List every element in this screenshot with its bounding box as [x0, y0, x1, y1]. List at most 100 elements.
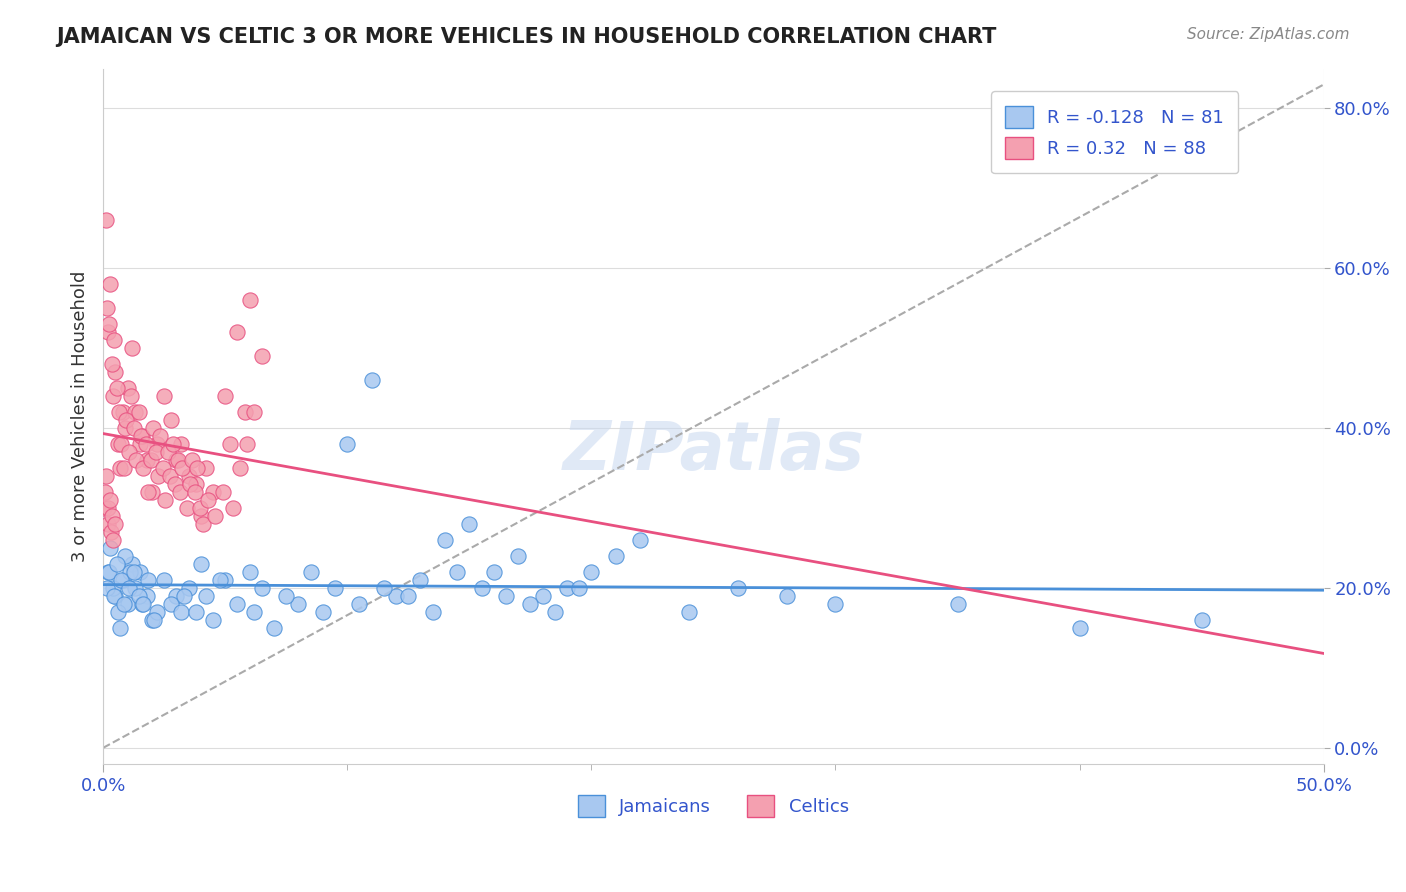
Point — [128, 437, 150, 451]
Point — [172, 461, 194, 475]
Point — [193, 517, 215, 532]
Point — [176, 501, 198, 516]
Point — [110, 573, 132, 587]
Point — [508, 549, 530, 563]
Point — [128, 405, 150, 419]
Point — [105, 557, 128, 571]
Point — [243, 605, 266, 619]
Point — [1191, 613, 1213, 627]
Point — [118, 565, 141, 579]
Point — [121, 341, 143, 355]
Point — [170, 605, 193, 619]
Point — [108, 405, 131, 419]
Point — [97, 325, 120, 339]
Point — [153, 389, 176, 403]
Point — [103, 533, 125, 547]
Point — [160, 597, 183, 611]
Point — [226, 597, 249, 611]
Point — [131, 429, 153, 443]
Point — [188, 501, 211, 516]
Point — [824, 597, 846, 611]
Point — [103, 589, 125, 603]
Point — [727, 581, 749, 595]
Text: ZIPatlas: ZIPatlas — [562, 418, 865, 484]
Point — [112, 597, 135, 611]
Point — [396, 589, 419, 603]
Point — [111, 405, 134, 419]
Point — [149, 429, 172, 443]
Point — [101, 509, 124, 524]
Point — [110, 621, 132, 635]
Point — [110, 461, 132, 475]
Point — [409, 573, 432, 587]
Point — [121, 557, 143, 571]
Point — [349, 597, 371, 611]
Point — [100, 277, 122, 292]
Point — [146, 437, 169, 451]
Point — [531, 589, 554, 603]
Point — [775, 589, 797, 603]
Point — [105, 381, 128, 395]
Point — [135, 437, 157, 451]
Point — [165, 477, 187, 491]
Point — [299, 565, 322, 579]
Text: Source: ZipAtlas.com: Source: ZipAtlas.com — [1187, 27, 1350, 42]
Point — [239, 293, 262, 308]
Point — [104, 365, 127, 379]
Point — [160, 413, 183, 427]
Point — [336, 437, 359, 451]
Point — [98, 493, 121, 508]
Point — [229, 461, 252, 475]
Point — [422, 605, 444, 619]
Point — [141, 485, 163, 500]
Point — [152, 461, 174, 475]
Point — [482, 565, 505, 579]
Point — [117, 381, 139, 395]
Point — [201, 613, 224, 627]
Point — [131, 597, 153, 611]
Point — [146, 469, 169, 483]
Point — [170, 437, 193, 451]
Point — [156, 445, 179, 459]
Point — [373, 581, 395, 595]
Point — [179, 477, 201, 491]
Point — [312, 605, 335, 619]
Point — [173, 589, 195, 603]
Point — [153, 573, 176, 587]
Point — [122, 421, 145, 435]
Point — [214, 389, 236, 403]
Point — [276, 589, 298, 603]
Point — [519, 597, 541, 611]
Point — [470, 581, 492, 595]
Point — [214, 573, 236, 587]
Point — [139, 453, 162, 467]
Point — [177, 581, 200, 595]
Point — [118, 445, 141, 459]
Point — [100, 524, 122, 539]
Point — [136, 573, 159, 587]
Point — [96, 581, 118, 595]
Point — [243, 405, 266, 419]
Point — [495, 589, 517, 603]
Point — [183, 485, 205, 500]
Point — [98, 318, 121, 332]
Point — [132, 597, 155, 611]
Point — [118, 581, 141, 595]
Point — [209, 573, 232, 587]
Point — [136, 589, 159, 603]
Point — [97, 565, 120, 579]
Point — [1069, 621, 1091, 635]
Point — [194, 461, 217, 475]
Point — [197, 493, 219, 508]
Point — [221, 501, 243, 516]
Point — [111, 573, 134, 587]
Point — [104, 517, 127, 532]
Text: JAMAICAN VS CELTIC 3 OR MORE VEHICLES IN HOUSEHOLD CORRELATION CHART: JAMAICAN VS CELTIC 3 OR MORE VEHICLES IN… — [56, 27, 997, 46]
Point — [162, 437, 184, 451]
Point — [115, 413, 138, 427]
Point — [287, 597, 309, 611]
Point — [239, 565, 262, 579]
Point — [128, 565, 150, 579]
Point — [128, 589, 150, 603]
Point — [100, 357, 122, 371]
